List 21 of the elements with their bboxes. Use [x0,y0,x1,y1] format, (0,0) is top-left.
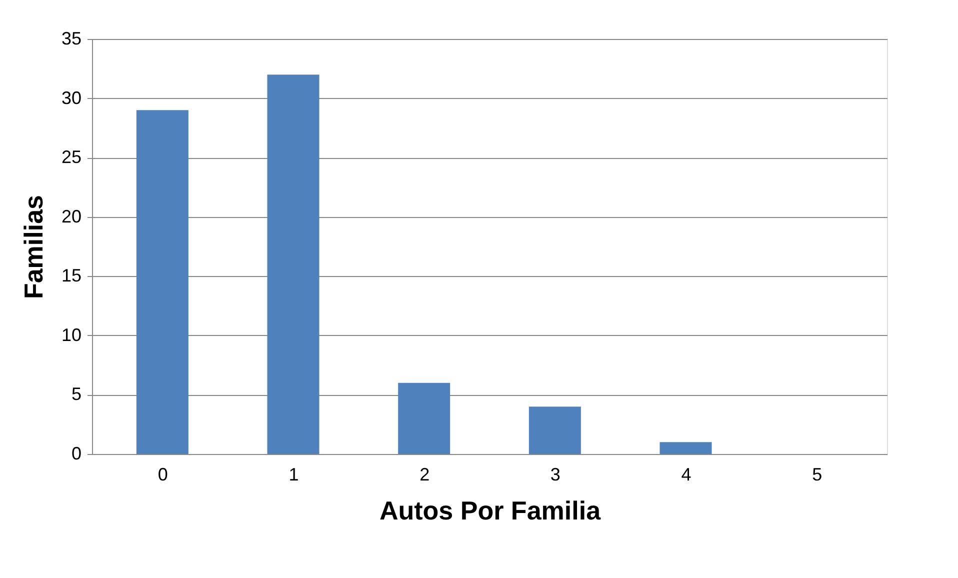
bar [660,442,712,454]
bar [528,406,581,454]
x-tick-label: 5 [812,464,822,484]
y-tick-label: 5 [71,384,82,404]
x-tick-label: 1 [288,464,299,484]
y-tick-label: 0 [71,444,82,464]
x-tick-label: 2 [420,464,430,484]
x-tick-label: 3 [550,464,560,484]
x-tick-label: 4 [681,464,692,484]
y-tick-label: 15 [61,266,82,286]
y-tick-label: 20 [61,206,82,226]
bar [267,74,320,454]
bar [136,110,188,454]
y-tick-label: 10 [61,324,82,345]
y-tick-label: 25 [61,147,82,168]
x-axis-title: Autos Por Familia [379,496,602,526]
y-tick-label: 30 [61,88,82,108]
y-tick-label: 35 [61,28,82,48]
x-tick-label: 0 [158,464,168,484]
y-axis-title: Familias [18,194,48,300]
bar [398,382,450,454]
